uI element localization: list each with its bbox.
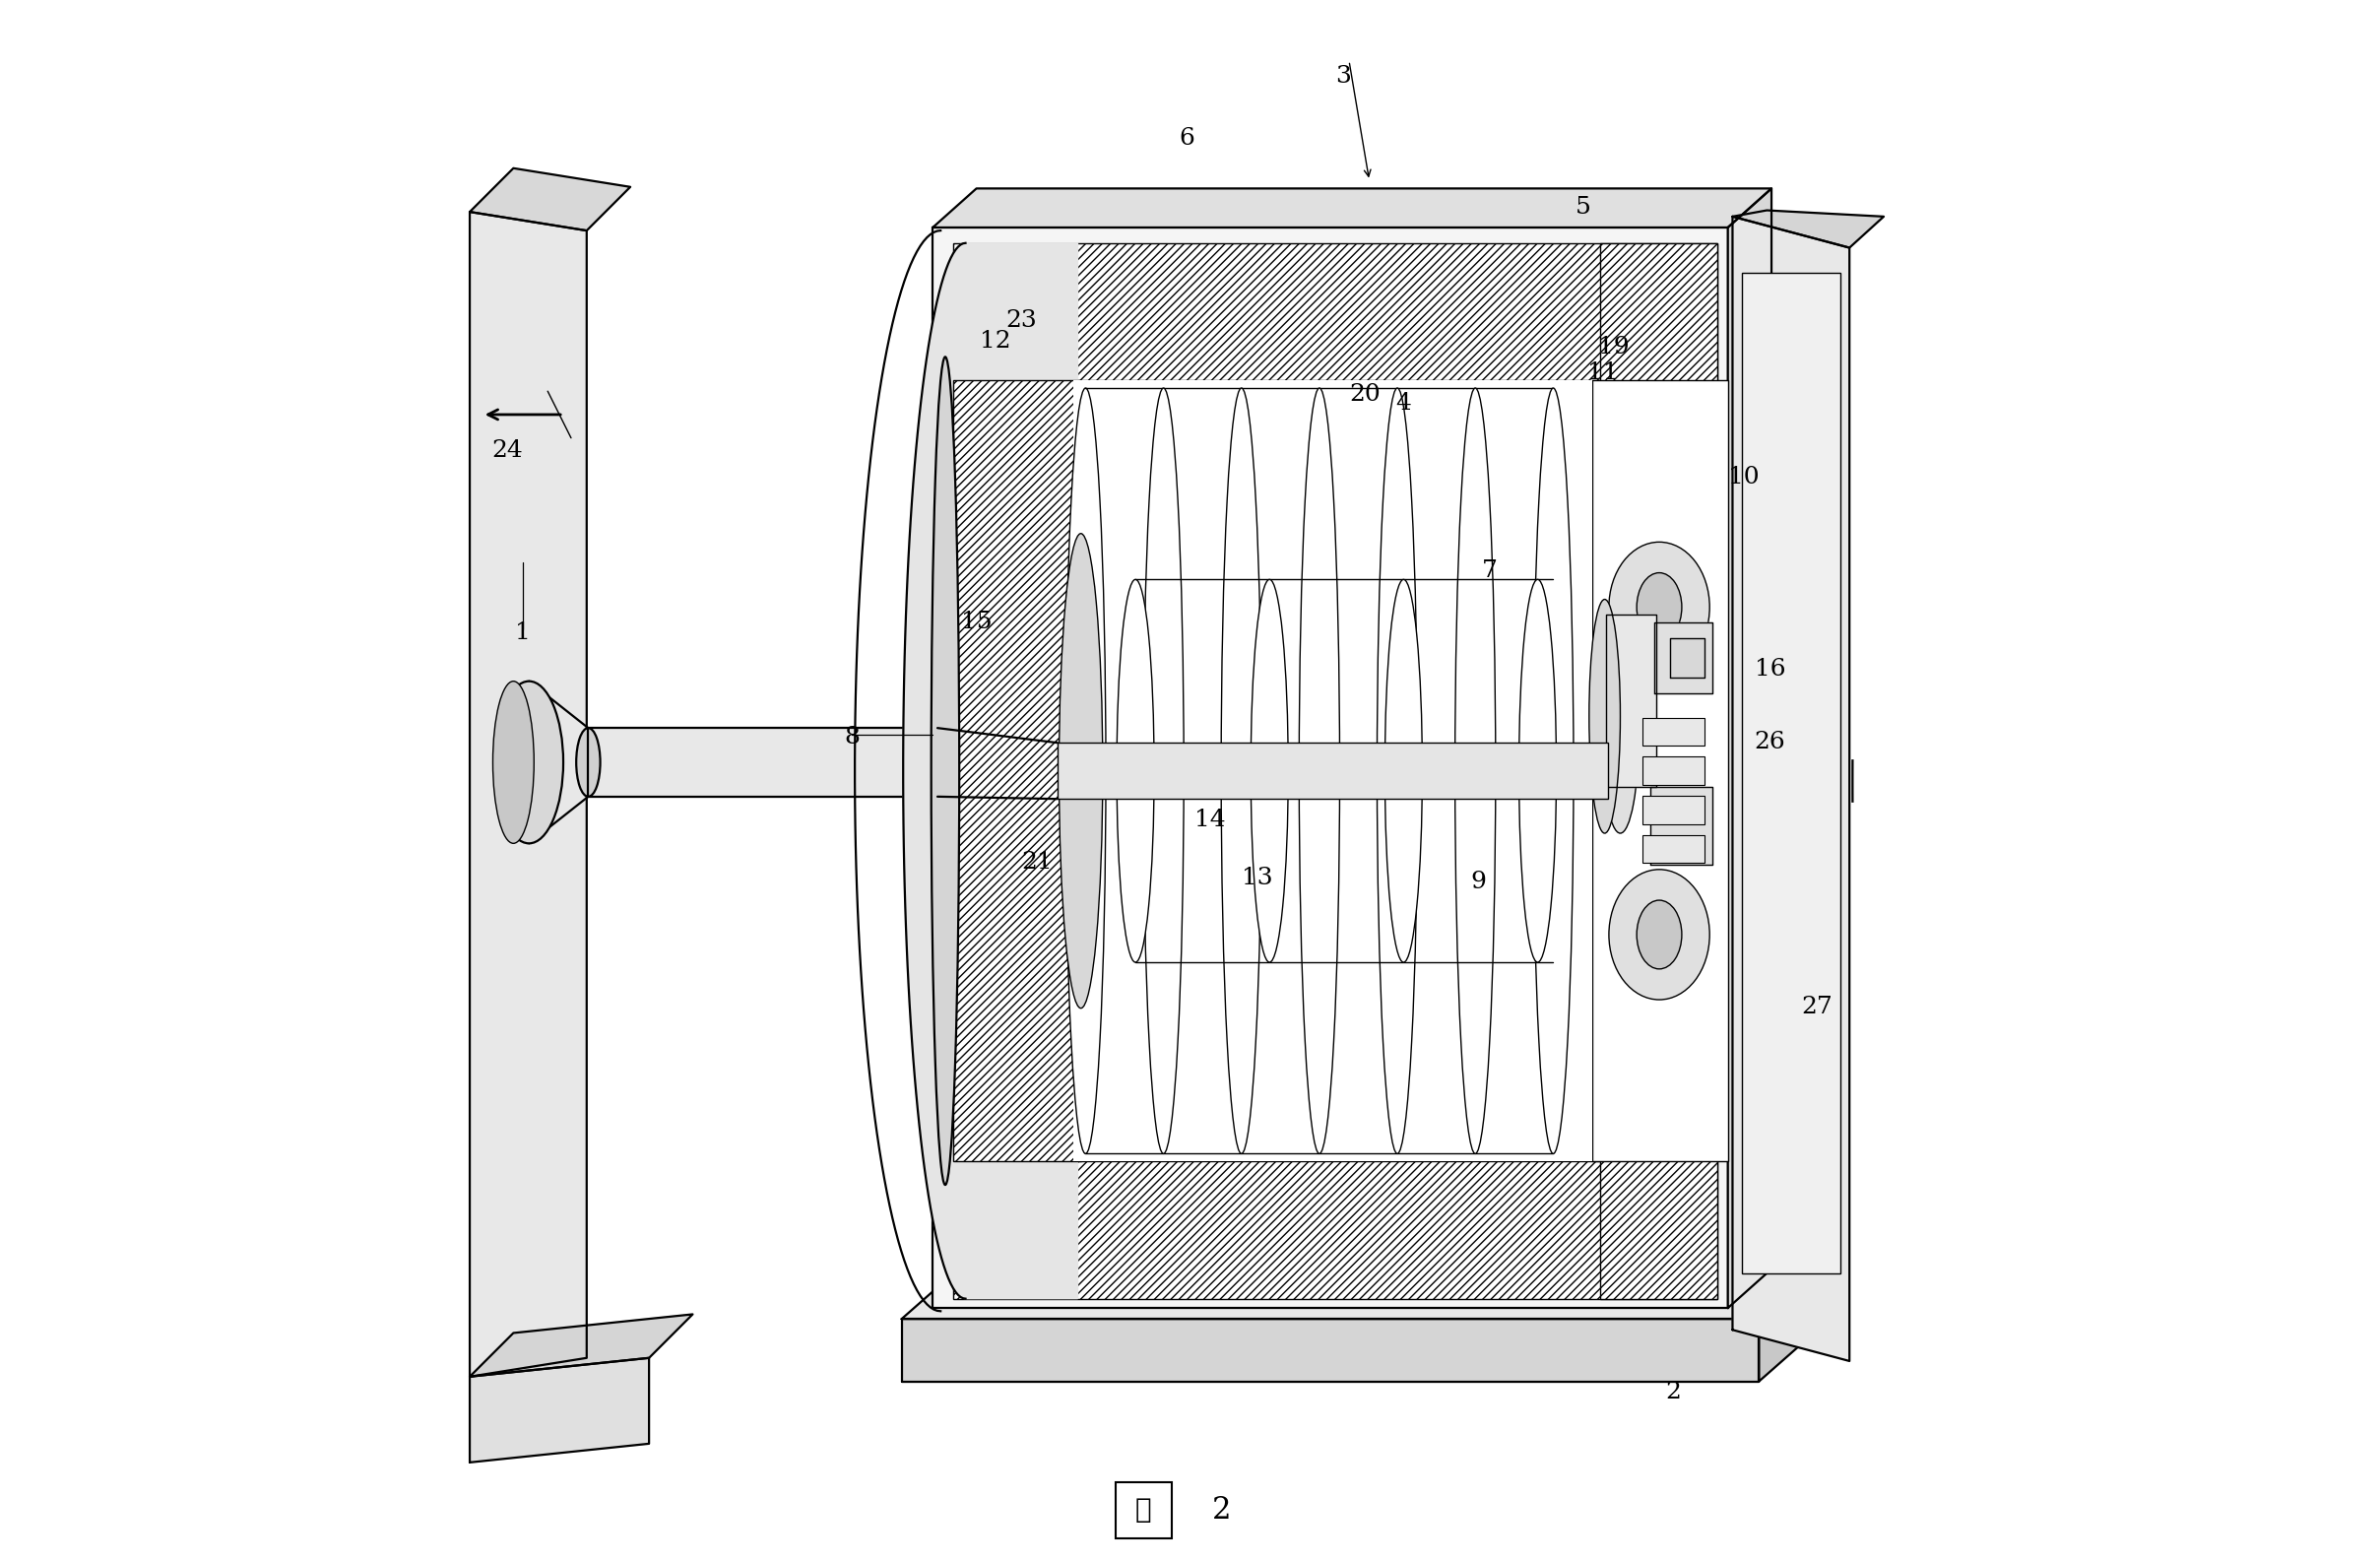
Ellipse shape — [1609, 870, 1709, 1000]
Bar — [1642, 758, 1704, 784]
Polygon shape — [902, 244, 1078, 1298]
Text: 10: 10 — [1728, 465, 1759, 489]
Polygon shape — [1654, 623, 1711, 694]
Ellipse shape — [1252, 580, 1288, 962]
Text: 15: 15 — [962, 611, 992, 633]
Ellipse shape — [1602, 631, 1640, 833]
Ellipse shape — [1637, 573, 1683, 642]
Text: 7: 7 — [1480, 559, 1497, 581]
Text: 14: 14 — [1195, 809, 1226, 831]
Text: 6: 6 — [1178, 127, 1195, 150]
Text: 9: 9 — [1471, 872, 1485, 893]
Bar — [933, 228, 1728, 1307]
Text: 20: 20 — [1349, 383, 1380, 406]
Ellipse shape — [1142, 387, 1183, 1154]
Ellipse shape — [1116, 580, 1154, 962]
Text: 3: 3 — [1335, 66, 1349, 87]
Text: 27: 27 — [1802, 995, 1833, 1018]
Text: 2: 2 — [1211, 1495, 1230, 1526]
Ellipse shape — [1454, 387, 1495, 1154]
Ellipse shape — [576, 728, 600, 797]
Text: 4: 4 — [1395, 392, 1411, 415]
Bar — [1642, 719, 1704, 747]
Text: 24: 24 — [493, 439, 524, 462]
Bar — [1599, 244, 1716, 1298]
Polygon shape — [469, 212, 588, 1376]
Bar — [1057, 744, 1609, 798]
Ellipse shape — [493, 681, 533, 843]
Bar — [1642, 795, 1704, 823]
Polygon shape — [1733, 211, 1883, 248]
Text: 1: 1 — [514, 622, 531, 644]
Ellipse shape — [1609, 542, 1709, 672]
Ellipse shape — [1385, 580, 1423, 962]
Polygon shape — [1759, 1284, 1797, 1381]
Polygon shape — [902, 1284, 1797, 1318]
Polygon shape — [469, 1314, 693, 1376]
Polygon shape — [1728, 189, 1771, 1307]
Text: 23: 23 — [1007, 309, 1038, 333]
Bar — [1073, 380, 1592, 1162]
Text: 12: 12 — [981, 330, 1012, 353]
Ellipse shape — [1518, 580, 1557, 962]
Ellipse shape — [1299, 387, 1340, 1154]
Polygon shape — [1733, 217, 1849, 1361]
Text: 5: 5 — [1576, 195, 1590, 219]
Text: 21: 21 — [1021, 851, 1052, 873]
Polygon shape — [588, 728, 938, 797]
Bar — [952, 1162, 1716, 1298]
Polygon shape — [1607, 615, 1656, 786]
Ellipse shape — [495, 681, 564, 843]
Polygon shape — [1649, 786, 1711, 864]
Bar — [952, 380, 1081, 1162]
Ellipse shape — [931, 356, 959, 1186]
Text: 13: 13 — [1242, 867, 1273, 889]
Polygon shape — [1671, 639, 1704, 678]
Ellipse shape — [1378, 387, 1418, 1154]
Ellipse shape — [1066, 387, 1107, 1154]
Bar — [1592, 380, 1728, 1162]
Bar — [952, 244, 1716, 380]
Ellipse shape — [1533, 387, 1573, 1154]
Polygon shape — [902, 1318, 1759, 1381]
Text: 16: 16 — [1754, 658, 1785, 679]
Polygon shape — [469, 1357, 650, 1462]
Bar — [1642, 834, 1704, 862]
Text: 11: 11 — [1587, 361, 1618, 384]
Text: 26: 26 — [1754, 731, 1785, 753]
Polygon shape — [469, 169, 631, 231]
Ellipse shape — [1221, 387, 1261, 1154]
Text: 8: 8 — [845, 726, 859, 748]
Ellipse shape — [1059, 534, 1102, 1007]
Ellipse shape — [1637, 900, 1683, 968]
Text: 图: 图 — [1135, 1498, 1152, 1525]
Bar — [1742, 273, 1840, 1273]
Polygon shape — [933, 189, 1771, 228]
Ellipse shape — [1590, 600, 1621, 833]
Text: 19: 19 — [1599, 336, 1630, 359]
Text: 2: 2 — [1666, 1381, 1680, 1404]
